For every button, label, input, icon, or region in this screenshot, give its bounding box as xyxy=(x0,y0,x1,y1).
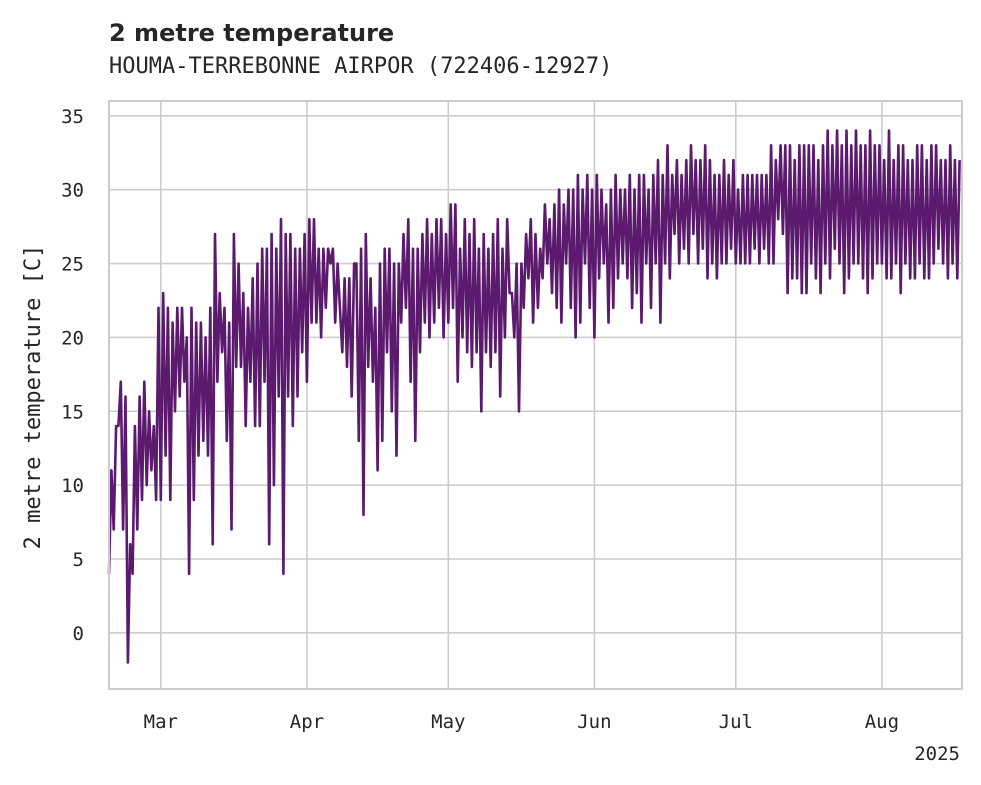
x-tick-label: Mar xyxy=(144,711,178,733)
x-tick-label: Aug xyxy=(865,711,899,733)
y-tick-label: 5 xyxy=(73,549,84,571)
x-tick-label: Jun xyxy=(577,711,611,733)
y-tick-label: 10 xyxy=(61,475,84,497)
x-tick-labels: Mar Apr May Jun Jul Aug xyxy=(144,711,899,733)
x-tick-label: May xyxy=(431,711,465,733)
y-tick-label: 30 xyxy=(61,180,84,202)
y-tick-label: 15 xyxy=(61,401,84,423)
y-tick-label: 0 xyxy=(73,623,84,645)
chart-title: 2 metre temperature xyxy=(109,19,394,47)
x-tick-label: Apr xyxy=(290,711,324,733)
y-axis-label: 2 metre temperature [C] xyxy=(21,245,46,550)
y-tick-label: 25 xyxy=(61,254,84,276)
chart-subtitle: HOUMA-TERREBONNE AIRPOR (722406-12927) xyxy=(109,54,612,79)
y-tick-labels: 0 5 10 15 20 25 30 35 xyxy=(61,106,84,645)
temperature-series xyxy=(107,129,961,664)
temperature-line xyxy=(107,129,961,664)
y-tick-label: 20 xyxy=(61,327,84,349)
plot-frame xyxy=(108,100,963,690)
x-tick-label: Jul xyxy=(719,711,753,733)
y-tick-label: 35 xyxy=(61,106,84,128)
x-offset-label: 2025 xyxy=(914,743,960,765)
